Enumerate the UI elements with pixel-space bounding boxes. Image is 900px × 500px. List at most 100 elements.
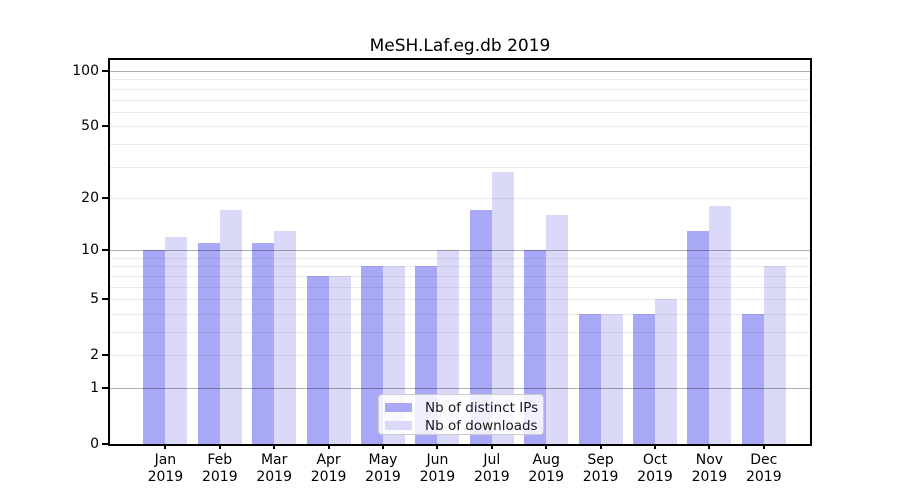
x-tick-month: Oct — [642, 452, 668, 468]
x-tick-label-oct: Oct 2019 — [627, 452, 683, 486]
x-tick-mark — [164, 444, 167, 449]
x-tick-month: Nov — [695, 452, 724, 468]
bar-oct-distinct-ips — [633, 313, 655, 444]
y-tick-label-10: 10 — [81, 242, 99, 259]
x-tick-label-jul: Jul 2019 — [464, 452, 520, 486]
legend-item-distinct-ips: Nb of distinct IPs — [385, 399, 543, 416]
x-tick-month: May — [368, 452, 398, 468]
legend-label-downloads: Nb of downloads — [425, 417, 538, 434]
bar-mar-downloads — [274, 230, 297, 444]
y-tick-label-0: 0 — [90, 436, 99, 452]
gridline-minor-90 — [110, 79, 810, 81]
x-tick-label-may: May 2019 — [355, 452, 411, 486]
x-tick-mark — [654, 444, 656, 449]
x-tick-month: Aug — [532, 452, 560, 468]
y-tick-label-2: 2 — [90, 347, 99, 364]
x-tick-mark — [382, 444, 384, 449]
bar-sep-distinct-ips — [578, 313, 601, 444]
gridline-major-1 — [110, 388, 810, 389]
y-tick-mark — [102, 70, 108, 72]
x-tick-label-aug: Aug 2019 — [518, 452, 574, 486]
gridline-minor-40 — [110, 143, 810, 145]
x-tick-year: 2019 — [473, 469, 510, 485]
gridline-minor-2 — [110, 355, 810, 357]
gridline-minor-9 — [110, 257, 810, 259]
legend-label-distinct-ips: Nb of distinct IPs — [425, 399, 539, 416]
gridline-minor-30 — [110, 166, 810, 168]
legend-item-downloads: Nb of downloads — [385, 417, 543, 434]
gridline-minor-50 — [110, 126, 810, 128]
bar-nov-distinct-ips — [687, 230, 710, 444]
x-tick-label-dec: Dec 2019 — [736, 452, 792, 486]
x-tick-month: Dec — [750, 452, 778, 468]
x-tick-year: 2019 — [745, 469, 782, 485]
gridline-minor-4 — [110, 313, 810, 315]
y-tick-label-5: 5 — [90, 291, 99, 308]
x-tick-year: 2019 — [201, 469, 238, 485]
y-tick-mark — [102, 443, 108, 445]
y-tick-mark — [102, 387, 108, 389]
x-tick-label-feb: Feb 2019 — [192, 452, 248, 486]
x-tick-mark — [545, 444, 548, 449]
bar-jan-distinct-ips — [143, 250, 166, 444]
x-tick-month: Mar — [260, 452, 288, 468]
x-tick-year: 2019 — [310, 469, 347, 485]
x-tick-month: Jul — [483, 452, 501, 468]
x-tick-mark — [708, 444, 711, 449]
gridline-major-10 — [110, 250, 810, 252]
y-tick-mark — [102, 298, 108, 301]
x-tick-year: 2019 — [147, 469, 184, 485]
gridline-minor-3 — [110, 332, 810, 333]
gridline-minor-7 — [110, 275, 810, 277]
x-tick-mark — [436, 444, 439, 449]
axis-spine-bottom — [108, 444, 812, 446]
chart-title: MeSH.Laf.eg.db 2019 — [369, 36, 551, 56]
axis-spine-right — [810, 58, 812, 446]
x-tick-mark — [327, 444, 330, 449]
x-tick-label-mar: Mar 2019 — [246, 452, 302, 486]
bar-aug-downloads — [546, 215, 569, 444]
x-tick-label-jun: Jun 2019 — [409, 452, 465, 486]
bar-dec-distinct-ips — [741, 313, 764, 444]
x-tick-year: 2019 — [419, 469, 456, 485]
gridline-minor-20 — [110, 197, 810, 199]
x-tick-year: 2019 — [365, 469, 401, 485]
x-tick-label-apr: Apr 2019 — [301, 452, 357, 486]
x-tick-month: Feb — [207, 452, 233, 468]
x-tick-mark — [490, 444, 493, 449]
y-tick-label-20: 20 — [81, 189, 99, 206]
gridline-minor-70 — [110, 99, 810, 101]
bar-apr-distinct-ips — [306, 275, 329, 444]
y-tick-mark — [102, 249, 108, 252]
x-tick-mark — [218, 444, 221, 449]
bar-oct-downloads — [655, 299, 677, 444]
x-tick-month: Sep — [587, 452, 614, 468]
x-tick-label-jan: Jan 2019 — [137, 452, 193, 486]
gridline-minor-5 — [110, 299, 810, 301]
x-tick-label-nov: Nov 2019 — [681, 452, 737, 486]
y-tick-mark — [102, 354, 108, 357]
y-axis: 100 50 20 10 5 2 1 0 — [0, 60, 108, 452]
x-tick-month: Jan — [154, 452, 177, 468]
bar-jul-distinct-ips — [469, 210, 492, 444]
bar-mar-distinct-ips — [252, 243, 275, 444]
axis-spine-top — [108, 58, 812, 60]
y-tick-label-50: 50 — [81, 118, 99, 135]
legend-swatch-downloads — [385, 421, 412, 430]
bar-may-distinct-ips — [361, 266, 383, 444]
gridlines-layer — [110, 60, 810, 444]
bar-sep-downloads — [600, 313, 623, 444]
y-tick-label-100: 100 — [72, 63, 99, 79]
x-tick-month: Jun — [426, 452, 449, 468]
gridline-major-100 — [110, 71, 810, 72]
y-tick-mark — [102, 125, 108, 128]
gridline-minor-60 — [110, 111, 810, 113]
bar-jul-downloads — [491, 171, 514, 444]
bar-jan-downloads — [165, 236, 188, 444]
x-axis: Jan 2019 Feb 2019 Mar 2019 Apr 2019 May 2019 Jun 20… — [110, 444, 810, 496]
bar-nov-downloads — [709, 206, 732, 444]
gridline-minor-8 — [110, 266, 810, 268]
x-tick-month: Apr — [316, 452, 341, 468]
axis-spine-left — [108, 58, 110, 446]
